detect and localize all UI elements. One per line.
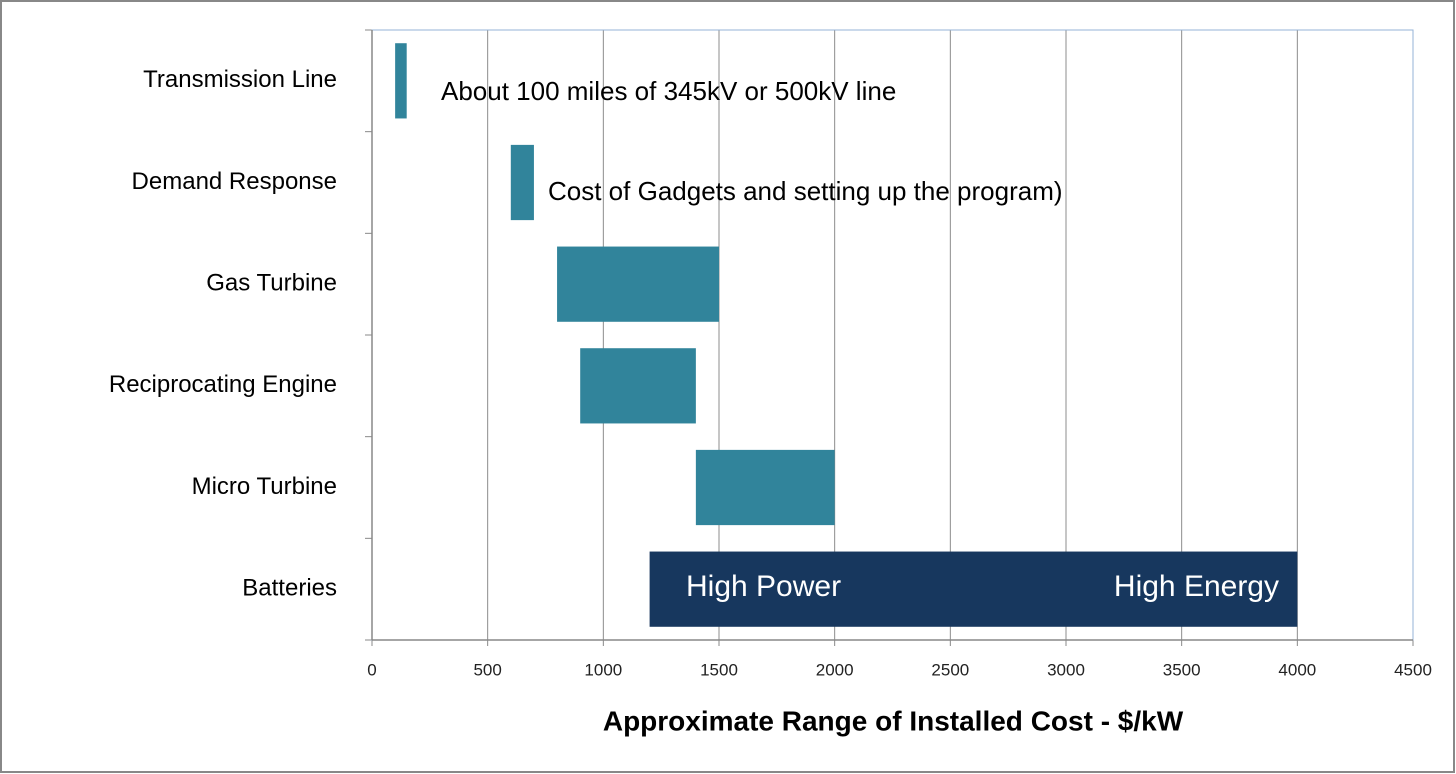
x-tick-label: 2000 <box>816 660 854 679</box>
y-tick-label: Micro Turbine <box>192 473 337 500</box>
x-tick-label: 3000 <box>1047 660 1085 679</box>
y-tick-label: Batteries <box>242 575 337 602</box>
bars <box>395 43 1298 627</box>
x-tick-label: 4500 <box>1394 660 1432 679</box>
x-tick-label: 3500 <box>1163 660 1201 679</box>
bar <box>510 144 534 221</box>
bar <box>649 551 1298 627</box>
x-tick-label: 1500 <box>700 660 738 679</box>
annotation: About 100 miles of 345kV or 500kV line <box>441 76 896 106</box>
bar <box>557 246 719 322</box>
y-tick-label: Demand Response <box>132 168 337 195</box>
x-tick-label: 0 <box>367 660 376 679</box>
y-tick-label: Transmission Line <box>143 66 337 93</box>
overlay: High Power High Energy <box>686 570 1279 603</box>
bar <box>695 449 835 526</box>
x-tick-label: 2500 <box>931 660 969 679</box>
y-tick-label: Reciprocating Engine <box>109 371 337 398</box>
bar <box>395 43 407 119</box>
x-tick-label: 500 <box>473 660 501 679</box>
x-tick-label: 1000 <box>584 660 622 679</box>
x-axis-title: Approximate Range of Installed Cost - $/… <box>603 705 1184 736</box>
bar <box>580 348 696 424</box>
annotation: High Power <box>686 570 841 603</box>
y-tick-label: Gas Turbine <box>206 270 337 297</box>
annotation: High Energy <box>1114 570 1279 603</box>
annotation: Cost of Gadgets and setting up the progr… <box>548 176 1063 206</box>
x-tick-label: 4000 <box>1278 660 1316 679</box>
